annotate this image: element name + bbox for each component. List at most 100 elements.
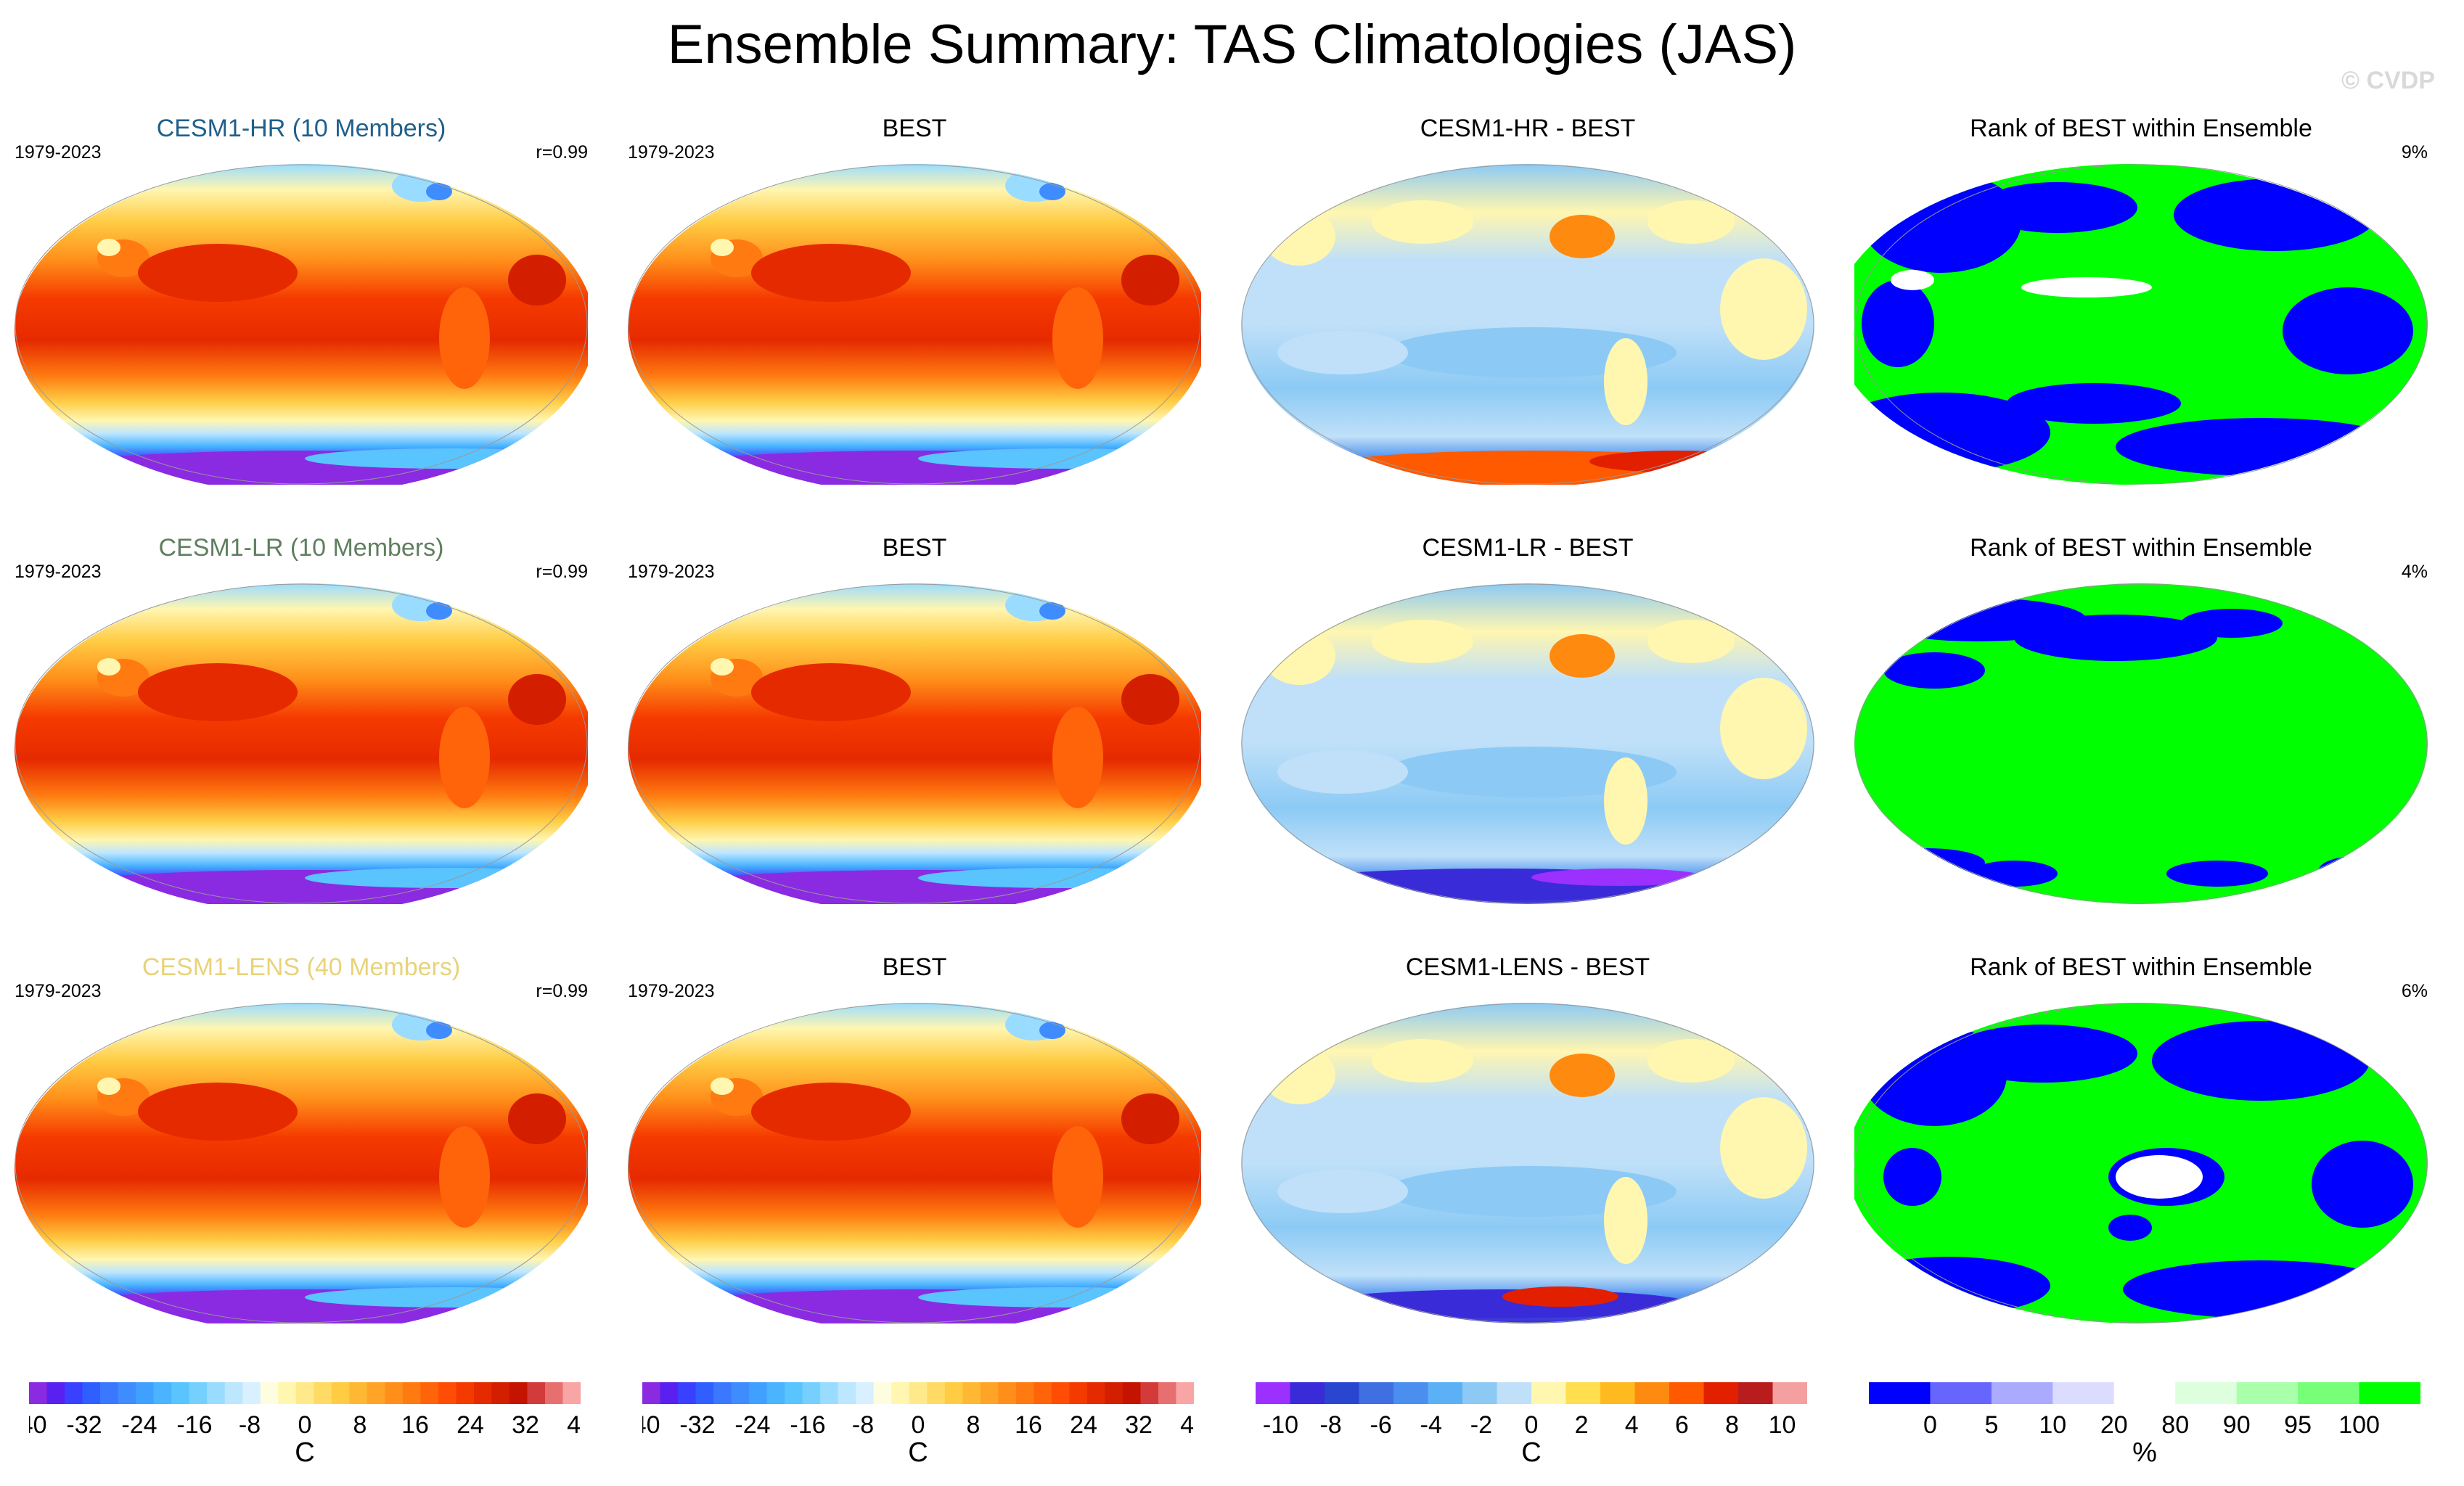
map-container xyxy=(1854,583,2428,904)
map-feature xyxy=(642,451,1194,494)
colorbar-swatch xyxy=(527,1382,546,1404)
colorbar-tick-label: 24 xyxy=(457,1411,484,1439)
map-feature xyxy=(1052,1126,1103,1228)
colorbar-swatch xyxy=(927,1382,946,1404)
colorbar-swatch xyxy=(224,1382,243,1404)
colorbar-tick-label: -24 xyxy=(734,1411,770,1439)
map-field xyxy=(15,1003,588,1323)
map-outline xyxy=(15,164,588,485)
colorbar-swatch xyxy=(2359,1382,2420,1404)
colorbar-swatch xyxy=(980,1382,999,1404)
map-clim xyxy=(15,164,595,494)
map-feature xyxy=(1121,1093,1179,1144)
colorbar-tick-label: -4 xyxy=(1420,1411,1442,1439)
panel-title: CESM1-LR - BEST xyxy=(1422,534,1634,562)
map-feature xyxy=(1862,280,1934,367)
map-feature xyxy=(508,1093,566,1144)
colorbar-swatch xyxy=(1393,1382,1428,1404)
colorbar-swatch xyxy=(1122,1382,1141,1404)
map-outline xyxy=(15,1003,588,1323)
map-feature xyxy=(2014,615,2217,661)
colorbar-swatch xyxy=(1669,1382,1704,1404)
colorbar-tick-label: -8 xyxy=(1319,1411,1341,1439)
colorbar-tick-label: 2 xyxy=(1575,1411,1589,1439)
colorbar-tick-label: -40 xyxy=(29,1411,47,1439)
colorbar-swatch xyxy=(509,1382,528,1404)
colorbar-swatch xyxy=(1015,1382,1034,1404)
colorbar-swatch xyxy=(731,1382,750,1404)
colorbar-swatch xyxy=(1290,1382,1325,1404)
colorbar-swatch xyxy=(838,1382,856,1404)
map-field xyxy=(15,583,588,904)
map-feature xyxy=(138,244,298,302)
map-container xyxy=(628,1003,1208,1333)
colorbar-tick-label: 8 xyxy=(353,1411,367,1439)
map-feature xyxy=(1648,620,1735,663)
colorbar-swatch xyxy=(1051,1382,1070,1404)
map-container xyxy=(15,1003,595,1333)
map-feature xyxy=(305,448,595,469)
map-rank xyxy=(1854,583,2428,904)
colorbar-swatch xyxy=(1158,1382,1176,1404)
colorbar-tick-label: 16 xyxy=(401,1411,429,1439)
map-rank xyxy=(1833,164,2428,485)
colorbar-swatch xyxy=(295,1382,314,1404)
map-clim xyxy=(15,1003,595,1333)
map-feature xyxy=(1052,287,1103,389)
colorbar-swatch xyxy=(1991,1382,2053,1404)
colorbar-swatch xyxy=(802,1382,821,1404)
map-feature xyxy=(1372,620,1473,663)
map-feature xyxy=(1372,1039,1473,1083)
colorbar-tick-label: -10 xyxy=(1263,1411,1298,1439)
map-feature xyxy=(305,868,595,888)
map-container xyxy=(1241,164,1814,487)
map-outline xyxy=(628,583,1201,904)
map-container xyxy=(1833,164,2428,485)
map-feature xyxy=(1415,1119,1575,1162)
colorbar-swatch xyxy=(402,1382,421,1404)
colorbar-swatch xyxy=(438,1382,457,1404)
map-diff xyxy=(1241,164,1814,487)
colorbar-swatch xyxy=(1531,1382,1566,1404)
colorbar-tick-label: 0 xyxy=(1923,1411,1937,1439)
map-feature xyxy=(1039,1022,1065,1039)
colorbar-tick-label: 90 xyxy=(2223,1411,2251,1439)
colorbar-obs: -40 -32 -24 -16 -8 0 8 16 24 32 40 C xyxy=(642,1382,1194,1469)
map-feature xyxy=(426,602,452,620)
copyright-watermark: © CVDP xyxy=(2341,67,2435,94)
map-feature xyxy=(1978,182,2137,233)
colorbar-swatch xyxy=(2298,1382,2360,1404)
colorbar-tick-label: 0 xyxy=(1525,1411,1539,1439)
colorbar-tick-label: 6 xyxy=(1675,1411,1689,1439)
panel-title: BEST xyxy=(882,534,947,562)
map-feature xyxy=(305,1287,595,1308)
panel-title: CESM1-LR (10 Members) xyxy=(158,534,444,562)
map-feature xyxy=(29,1289,581,1333)
map-field xyxy=(15,164,588,485)
panel-model-clim: CESM1-LENS (40 Members) 1979-2023 r=0.99 xyxy=(0,940,602,1333)
map-feature xyxy=(711,1077,734,1095)
map-feature xyxy=(508,674,566,725)
colorbar-swatch xyxy=(1634,1382,1670,1404)
map-feature xyxy=(2116,1155,2203,1199)
map-feature xyxy=(97,239,120,256)
colorbar-swatch xyxy=(856,1382,875,1404)
colorbar-tick-label: 100 xyxy=(2338,1411,2380,1439)
pattern-correlation: r=0.99 xyxy=(536,981,588,1001)
map-feature xyxy=(1550,215,1615,258)
colorbar-unit: C xyxy=(295,1437,315,1468)
map-feature xyxy=(2123,1260,2399,1318)
map-feature xyxy=(1263,627,1335,685)
panel-obs-clim: BEST 1979-2023 xyxy=(613,102,1216,494)
map-feature xyxy=(2312,1141,2413,1228)
colorbar-swatch xyxy=(766,1382,785,1404)
colorbar-tick-label: 10 xyxy=(2039,1411,2066,1439)
colorbar-swatch xyxy=(278,1382,297,1404)
period-label: 1979-2023 xyxy=(15,142,102,163)
map-container xyxy=(628,583,1208,914)
rank-percent: 4% xyxy=(2401,562,2428,582)
colorbar-swatch xyxy=(544,1382,563,1404)
map-feature xyxy=(1052,707,1103,808)
map-feature xyxy=(751,1083,911,1141)
map-feature xyxy=(2283,287,2413,374)
